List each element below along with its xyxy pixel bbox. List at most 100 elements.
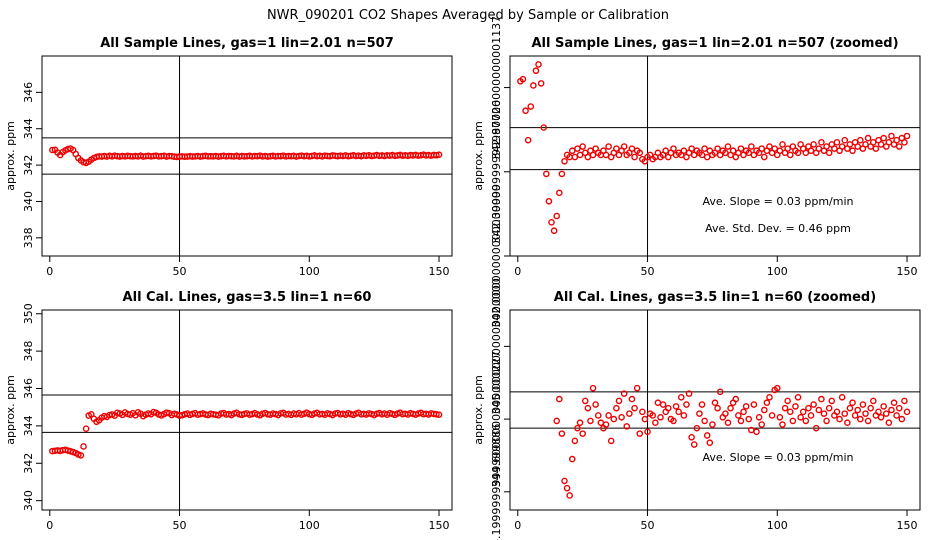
data-point <box>683 401 690 408</box>
data-point <box>563 484 571 492</box>
data-point <box>864 134 872 142</box>
chart-annotation: Ave. Slope = 0.03 ppm/min <box>703 451 854 464</box>
x-tick-label: 150 <box>429 519 450 532</box>
chart-panel-cal-full: All Cal. Lines, gas=3.5 lin=1 n=60 0 50 100… <box>4 290 453 532</box>
data-point <box>545 197 553 205</box>
data-point <box>620 390 628 397</box>
y-tick-label: 344 <box>22 415 35 436</box>
data-point <box>737 145 745 152</box>
data-point <box>631 153 638 161</box>
x-tick-label: 100 <box>299 265 320 278</box>
data-point <box>677 393 685 401</box>
data-point <box>862 410 869 417</box>
y-tick-label: 346 <box>22 378 35 399</box>
data-point <box>786 408 794 416</box>
data-point <box>799 408 807 416</box>
data-point <box>758 145 766 152</box>
data-point <box>849 147 856 155</box>
y-axis-label: approx. ppm <box>472 375 485 445</box>
data-point <box>893 412 900 419</box>
data-point <box>548 219 555 226</box>
data-point <box>859 401 867 408</box>
data-point <box>779 421 786 428</box>
data-point <box>740 408 747 416</box>
data-point <box>841 410 849 417</box>
data-point <box>903 132 911 140</box>
data-point <box>724 143 732 150</box>
data-point <box>641 415 649 423</box>
data-point <box>701 417 708 425</box>
data-point <box>670 417 677 425</box>
data-series <box>553 384 911 499</box>
data-point <box>620 143 628 150</box>
data-point <box>786 151 794 159</box>
data-point <box>696 410 703 417</box>
data-point <box>592 401 599 408</box>
data-point <box>857 136 864 144</box>
data-point <box>688 145 695 152</box>
data-point <box>556 395 563 403</box>
data-point <box>880 134 887 142</box>
data-point <box>877 141 885 148</box>
data-point <box>568 147 576 155</box>
data-point <box>810 401 817 408</box>
data-point <box>818 139 825 146</box>
data-point <box>594 412 602 419</box>
data-point <box>540 124 548 131</box>
x-tick-label: 150 <box>897 265 918 278</box>
data-point <box>732 395 740 403</box>
data-point <box>701 145 708 152</box>
chart-annotation: Ave. Slope = 0.03 ppm/min <box>703 195 854 208</box>
chart-title: All Cal. Lines, gas=3.5 lin=1 n=60 <box>123 290 372 305</box>
data-point <box>807 412 815 419</box>
data-point <box>735 412 742 419</box>
data-point <box>613 145 620 152</box>
y-tick-label: 344 <box>22 118 35 139</box>
data-point <box>553 212 561 220</box>
data-point <box>716 388 724 396</box>
y-tick-label: 342.80000000000001137 <box>490 16 503 159</box>
plot-frame <box>41 55 453 257</box>
data-series <box>517 61 911 235</box>
data-point <box>825 404 833 412</box>
data-point <box>836 415 843 423</box>
data-point <box>584 153 592 161</box>
data-point <box>820 410 828 417</box>
data-point <box>602 421 610 428</box>
data-point <box>869 397 877 405</box>
data-point <box>605 143 612 150</box>
data-point <box>761 406 768 414</box>
data-point <box>662 147 669 155</box>
data-point <box>802 149 810 157</box>
data-point <box>903 408 911 416</box>
data-point <box>724 419 732 427</box>
data-point <box>703 153 711 161</box>
y-axis-label: approx. ppm <box>4 375 17 445</box>
data-point <box>768 412 776 419</box>
y-tick-label: 338 <box>22 227 35 248</box>
data-point <box>875 408 882 416</box>
data-point <box>810 141 817 148</box>
data-point <box>797 413 804 421</box>
data-point <box>561 157 568 165</box>
data-point <box>556 189 563 197</box>
data-point <box>618 413 625 421</box>
data-point <box>781 404 789 412</box>
data-point <box>163 409 170 416</box>
x-tick-label: 100 <box>767 265 788 278</box>
data-point <box>823 417 830 425</box>
data-point <box>576 151 584 159</box>
data-point <box>841 136 849 144</box>
data-point <box>789 417 797 425</box>
data-point <box>522 107 529 115</box>
data-point <box>703 432 711 439</box>
data-point <box>610 415 618 423</box>
x-tick-label: 50 <box>641 519 655 532</box>
data-point <box>766 393 773 401</box>
y-tick-label: 348 <box>22 341 35 362</box>
data-point <box>433 410 440 418</box>
chart-annotation: Ave. Std. Dev. = 0.46 ppm <box>705 222 851 235</box>
y-tick-label: 344.6000000000000227 <box>490 351 503 487</box>
data-point <box>659 401 667 408</box>
